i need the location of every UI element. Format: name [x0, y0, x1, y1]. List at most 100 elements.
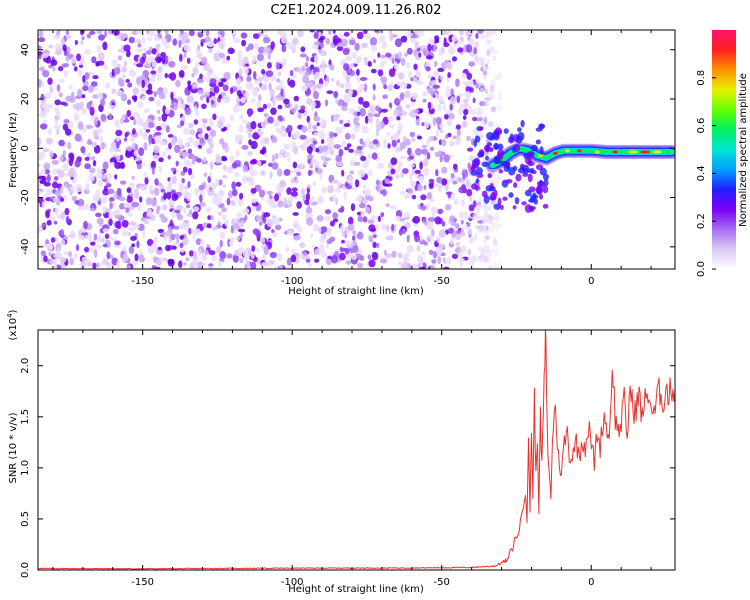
spectrogram-noise-cell — [263, 113, 269, 118]
spectrogram-noise-cell — [270, 74, 277, 82]
spectrogram-noise-cell — [373, 113, 381, 118]
spectrogram-noise-cell — [51, 159, 59, 165]
spectrogram-noise-cell — [207, 175, 212, 183]
spectrogram-noise-cell — [127, 146, 133, 152]
spectrogram-noise-cell — [152, 154, 160, 161]
spectrogram-noise-cell — [304, 62, 309, 68]
spectrogram-noise-cell — [54, 99, 61, 106]
spectrogram-noise-cell — [439, 129, 444, 134]
spectrogram-noise-cell — [436, 236, 440, 243]
spectrogram-noise-cell — [292, 161, 298, 169]
spectrogram-noise-cell — [41, 223, 46, 228]
spectrogram-noise-cell — [176, 204, 184, 211]
spectrogram-noise-cell — [200, 56, 208, 65]
spectrogram-noise-cell — [437, 256, 442, 265]
spectrogram-noise-cell — [42, 243, 48, 248]
spectrogram-noise-cell — [325, 215, 332, 222]
spectrogram-noise-cell — [260, 138, 265, 147]
spectrogram-noise-cell — [314, 248, 322, 256]
spectrogram-noise-cell — [350, 133, 356, 140]
spectrogram-noise-cell — [356, 31, 364, 40]
spectrogram-noise-cell — [89, 30, 96, 35]
spectrogram-noise-cell — [496, 104, 503, 112]
spectrogram-noise-cell — [335, 154, 343, 163]
spectrogram-noise-cell — [227, 47, 235, 55]
spectrogram-noise-cell — [497, 91, 503, 96]
spectrogram-noise-cell — [411, 194, 417, 200]
spectrogram-noise-cell — [361, 42, 368, 49]
spectrogram-noise-cell — [187, 148, 193, 154]
spectrogram-noise-cell — [218, 179, 223, 186]
spectrogram-noise-cell — [356, 55, 362, 63]
spectrogram-noise-cell — [343, 94, 348, 99]
spectrogram-noise-cell — [372, 94, 376, 101]
spectrogram-noise-cell — [84, 163, 91, 170]
spectrogram-noise-cell — [263, 46, 270, 55]
spectrogram-noise-cell — [63, 194, 67, 202]
spectrogram-noise-cell — [470, 109, 477, 115]
spectrogram-noise-cell — [486, 59, 491, 65]
spectrogram-noise-cell — [406, 234, 410, 243]
spectrogram-noise-cell — [193, 206, 200, 212]
spectrogram-noise-cell — [167, 134, 174, 138]
spectrogram-noise-cell — [345, 260, 352, 265]
spectrogram-noise-cell — [320, 50, 327, 57]
spectrogram-noise-cell — [419, 108, 424, 113]
spectrogram-noise-cell — [293, 95, 299, 102]
spectrogram-noise-cell — [289, 79, 296, 88]
spectrogram-noise-cell — [144, 108, 150, 114]
spectrogram-noise-cell — [49, 150, 54, 158]
signal-onset-speckle — [503, 128, 509, 134]
spectrogram-noise-cell — [198, 248, 202, 256]
spectrogram-noise-cell — [217, 189, 225, 198]
spectrogram-noise-cell — [87, 138, 91, 145]
spectrogram-noise-cell — [81, 107, 87, 115]
spectrogram-noise-cell — [258, 94, 262, 101]
spectrogram-noise-cell — [251, 245, 256, 252]
signal-onset-speckle — [481, 190, 488, 198]
spectrogram-noise-cell — [417, 203, 421, 210]
spectrogram-noise-cell — [192, 66, 199, 75]
spectrogram-noise-cell — [65, 30, 70, 36]
spectrogram-noise-cell — [363, 30, 368, 34]
spectrogram-noise-cell — [146, 208, 153, 217]
spectrogram-noise-cell — [230, 225, 234, 234]
signal-onset-speckle — [486, 132, 494, 140]
spectrogram-noise-cell — [58, 66, 64, 72]
spectrogram-noise-cell — [396, 116, 401, 121]
spectrogram-noise-cell — [182, 222, 190, 231]
spectrogram-noise-cell — [329, 220, 335, 227]
spectrogram-noise-cell — [362, 216, 368, 223]
spectrogram-noise-cell — [123, 137, 128, 142]
spectrogram-noise-cell — [444, 114, 449, 120]
spectrogram-noise-cell — [285, 127, 290, 134]
spectrogram-noise-cell — [250, 121, 257, 130]
spectrogram-noise-cell — [74, 133, 82, 142]
spectrogram-noise-cell — [401, 262, 409, 269]
spectrogram-noise-cell — [40, 169, 46, 175]
spectrogram-noise-cell — [409, 131, 416, 138]
spectrogram-noise-cell — [54, 189, 62, 197]
spectrogram-noise-cell — [304, 199, 310, 205]
spectrogram-noise-cell — [433, 60, 438, 68]
spectrogram-noise-cell — [497, 210, 502, 215]
spectrogram-noise-cell — [432, 250, 438, 259]
spectrogram-noise-cell — [193, 119, 199, 125]
spectrogram-noise-cell — [183, 159, 191, 166]
spectrogram-noise-cell — [60, 185, 64, 194]
spectrogram-noise-cell — [445, 134, 449, 139]
spectrogram-noise-cell — [399, 141, 407, 150]
spectrogram-noise-cell — [332, 35, 339, 44]
spectrogram-noise-cell — [217, 211, 222, 216]
spectrogram-noise-cell — [352, 230, 357, 235]
spectrogram-noise-cell — [468, 38, 476, 46]
spectrogram-noise-cell — [138, 128, 144, 137]
spectrogram-noise-cell — [480, 251, 484, 256]
signal-onset-speckle — [520, 119, 525, 128]
spectrogram-noise-cell — [262, 214, 267, 224]
signal-onset-speckle — [505, 179, 513, 184]
spectrogram-noise-cell — [71, 195, 78, 202]
spectrogram-noise-cell — [281, 132, 288, 137]
spectrogram-noise-cell — [493, 178, 498, 187]
spectrogram-noise-cell — [63, 102, 69, 107]
